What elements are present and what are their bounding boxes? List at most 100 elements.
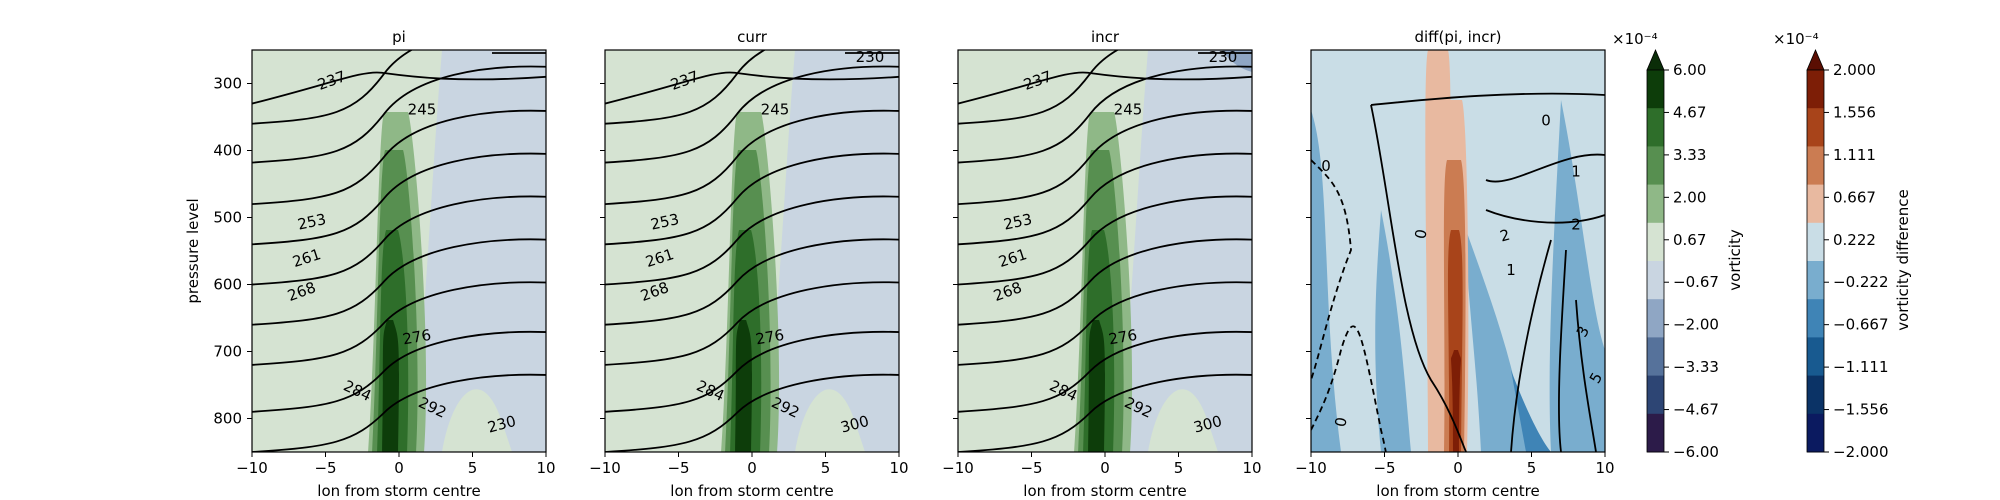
x-tick-label: 5 xyxy=(468,459,478,477)
colorbar-tick-label: −3.33 xyxy=(1673,358,1719,376)
positive-vorticity-light-2 xyxy=(442,389,512,452)
contour-label: 1 xyxy=(1506,261,1516,279)
colorbar-swatch xyxy=(1647,108,1664,147)
x-tick-label: 10 xyxy=(889,459,908,477)
isotherm-line xyxy=(958,330,1252,413)
x-tick-label: 0 xyxy=(1100,459,1110,477)
positive-vorticity-light-2 xyxy=(795,389,865,452)
colorbar-tick-label: 1.111 xyxy=(1833,146,1876,164)
isotherm-line xyxy=(958,109,1252,205)
contour-label: 245 xyxy=(408,100,437,118)
colorbar-frame xyxy=(1806,69,1825,453)
x-tick-label: 0 xyxy=(394,459,404,477)
x-tick-label: −5 xyxy=(1020,459,1042,477)
colorbar-tick-label: −2.000 xyxy=(1833,443,1889,461)
contour-label: 276 xyxy=(401,326,432,349)
colorbar-swatch xyxy=(1807,108,1824,147)
x-tick-label: −5 xyxy=(314,459,336,477)
vorticity-core xyxy=(735,320,752,452)
isotherm-line xyxy=(252,109,546,205)
y-tick-label: 400 xyxy=(213,142,242,160)
colorbar-tick-label: −6.00 xyxy=(1673,443,1719,461)
colorbar-tick-label: 2.000 xyxy=(1833,61,1876,79)
isotherm-line xyxy=(958,71,1252,105)
isotherm-line xyxy=(605,152,899,246)
contour-label: 0 xyxy=(1411,228,1430,241)
colorbar-tick-label: 0.67 xyxy=(1673,231,1706,249)
isotherm-line xyxy=(252,330,546,413)
colorbar-tick-label: 0.667 xyxy=(1833,188,1876,206)
positive-contour-line xyxy=(1370,92,1605,106)
y-tick-label: 500 xyxy=(213,209,242,227)
positive-contour-line xyxy=(1510,239,1552,452)
contour-label: 245 xyxy=(1114,100,1143,118)
isotherm-line xyxy=(252,238,546,326)
isotherm-line xyxy=(605,71,899,105)
contour-label: 2 xyxy=(1498,226,1512,246)
contour-label: 276 xyxy=(754,326,785,349)
colorbar-swatch xyxy=(1647,184,1664,224)
colorbar-tick-label: −2.00 xyxy=(1673,316,1719,334)
positive-contour-line xyxy=(1485,209,1605,224)
positive-difference-core xyxy=(1451,350,1461,452)
vorticity-core xyxy=(382,320,399,452)
colorbar-swatch xyxy=(1807,413,1824,453)
colorbar-swatch xyxy=(1647,261,1664,300)
negative-difference xyxy=(1466,230,1526,452)
y-tick-label: 700 xyxy=(213,343,242,361)
contour-label: 0 xyxy=(1541,111,1551,129)
isotherm-line xyxy=(252,152,546,246)
contour-label: 230 xyxy=(856,48,885,66)
isotherm-line xyxy=(958,238,1252,326)
colorbar-tick-label: 2.00 xyxy=(1673,188,1706,206)
colorbar-tick-label: 4.67 xyxy=(1673,103,1706,121)
colorbar-swatch xyxy=(1647,70,1664,109)
x-tick-label: 5 xyxy=(1174,459,1184,477)
isotherm-line xyxy=(605,373,899,452)
contour-label: 253 xyxy=(296,210,328,234)
colorbar-swatch xyxy=(1647,222,1664,262)
colorbar-swatch xyxy=(1647,413,1664,453)
colorbar-tick-label: −0.222 xyxy=(1833,273,1889,291)
negative-difference xyxy=(1549,100,1605,452)
colorbar-swatch xyxy=(1807,337,1824,377)
isotherm-line xyxy=(605,281,899,366)
colorbar-swatch xyxy=(1647,146,1664,186)
colorbar-tick-label: 6.00 xyxy=(1673,61,1706,79)
y-tick-label: 300 xyxy=(213,75,242,93)
x-axis-label-pi: lon from storm centre xyxy=(317,482,480,500)
isotherm-line xyxy=(252,373,546,452)
colorbar-vorticity-difference: 2.000 1.556 1.111 0.667 0.222 −0.222 −0.667 −1.… xyxy=(1806,48,1889,461)
panel-title-incr: incr xyxy=(1091,28,1120,46)
contour-label: 0 xyxy=(1331,416,1350,429)
colorbar-swatch xyxy=(1807,299,1824,338)
negative-contour-line xyxy=(1311,325,1387,452)
isotherm-line xyxy=(252,195,546,286)
positive-vorticity-light-2 xyxy=(1148,389,1218,452)
colorbar-swatch xyxy=(1647,299,1664,338)
isotherm-line xyxy=(252,281,546,366)
contour-label: 253 xyxy=(1002,210,1034,234)
isotherm-line xyxy=(958,152,1252,246)
negative-difference xyxy=(1375,210,1411,452)
positive-contour-line xyxy=(1558,249,1567,452)
x-tick-label: −10 xyxy=(1295,459,1327,477)
vorticity-core xyxy=(1088,320,1105,452)
isotherm-line xyxy=(958,373,1252,452)
colorbar-tick-label: 0.222 xyxy=(1833,231,1876,249)
negative-contour-line xyxy=(1311,159,1352,381)
negative-difference-strong xyxy=(1511,370,1551,452)
colorbar-swatch xyxy=(1807,146,1824,186)
isotherm-line xyxy=(252,71,546,105)
colorbar-1-multiplier: ×10⁻⁴ xyxy=(1612,30,1658,48)
isotherm-line xyxy=(605,109,899,205)
isotherm-line xyxy=(605,195,899,286)
isotherm-line xyxy=(605,238,899,326)
positive-contour-line xyxy=(1485,153,1605,183)
